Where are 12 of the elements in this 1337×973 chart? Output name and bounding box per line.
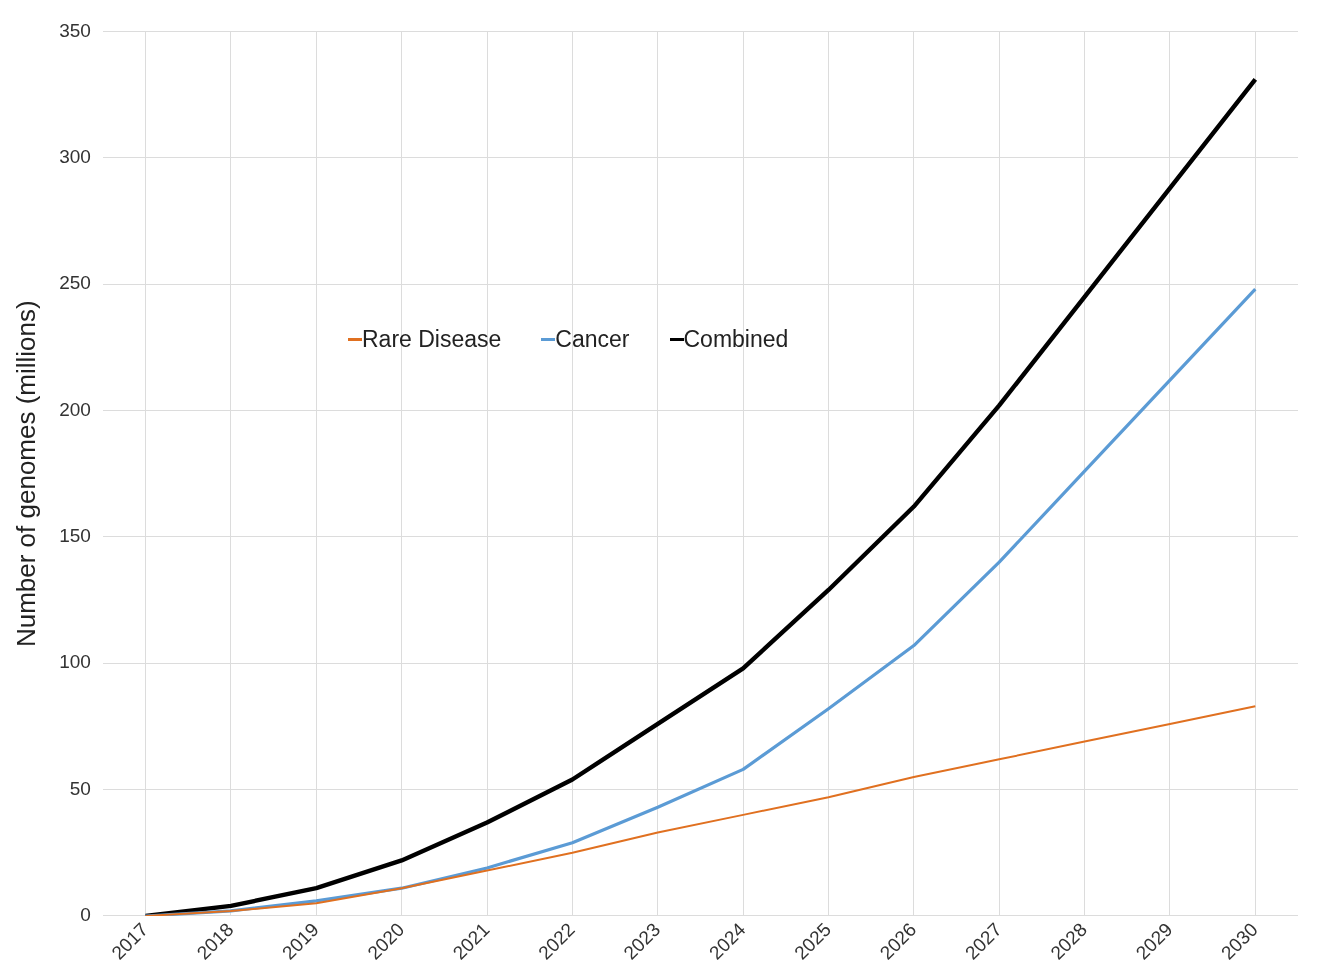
y-tick-label: 250 [59, 272, 91, 294]
legend-label: Rare Disease [362, 326, 502, 353]
y-axis-title: Number of genomes (millions) [10, 300, 41, 648]
y-tick-label: 300 [59, 146, 91, 167]
legend-label: Cancer [555, 326, 630, 353]
y-tick-label: 150 [59, 525, 91, 547]
legend-label: Combined [683, 326, 789, 353]
y-tick-label: 350 [59, 19, 91, 41]
y-tick-label: 0 [80, 904, 91, 926]
y-tick-label: 50 [69, 777, 91, 799]
y-tick-label: 200 [59, 398, 91, 420]
y-tick-label: 100 [59, 651, 91, 673]
